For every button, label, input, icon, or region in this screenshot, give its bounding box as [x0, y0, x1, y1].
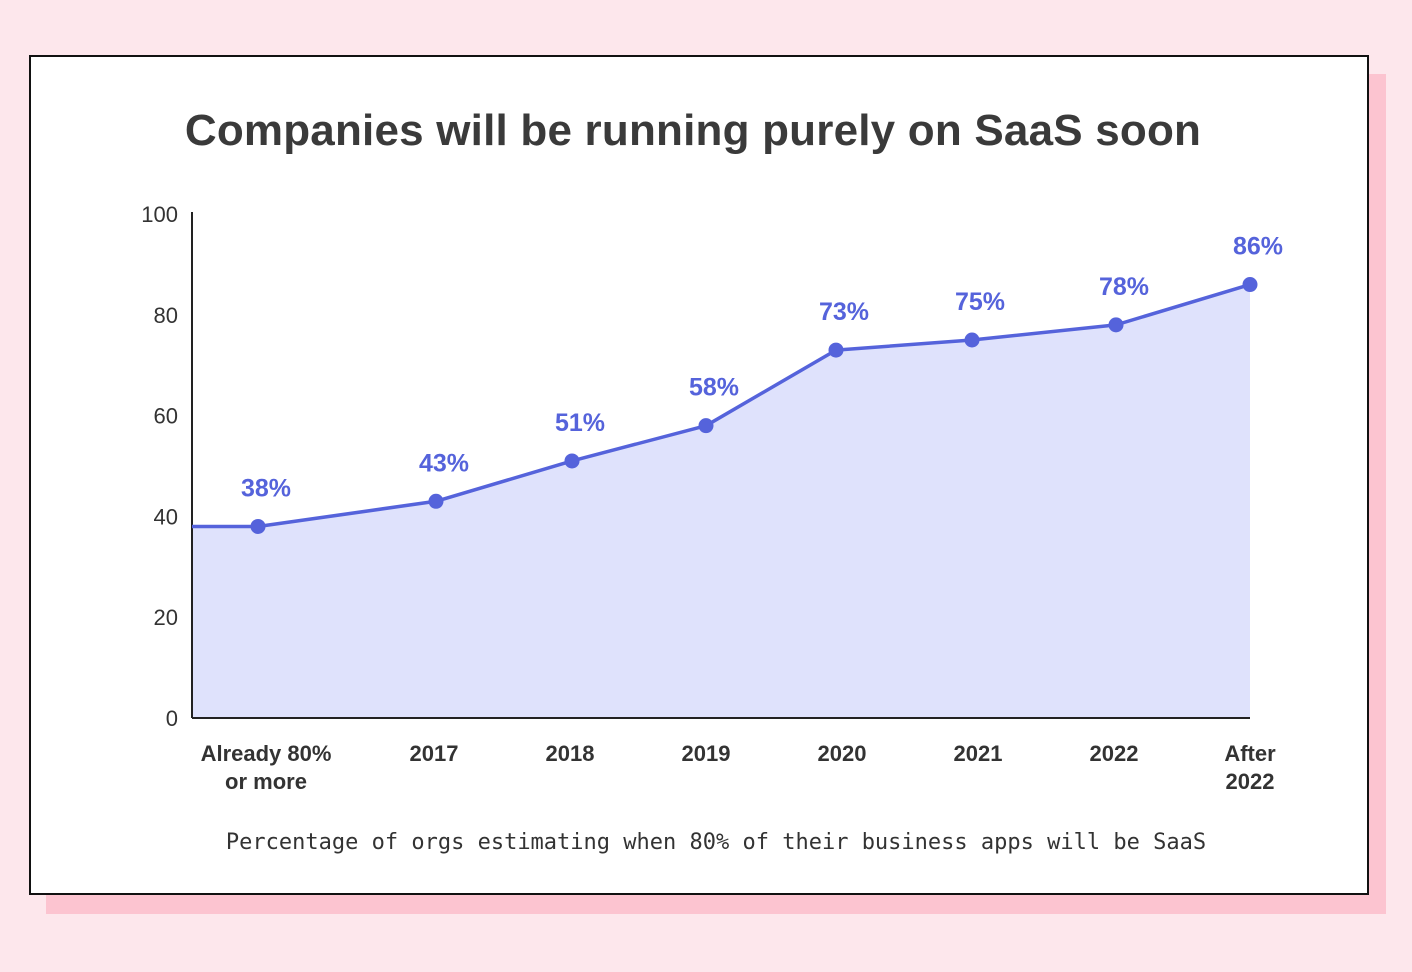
data-point: [698, 418, 714, 434]
data-point: [250, 518, 266, 534]
x-tick-label-line: After: [1224, 741, 1276, 766]
x-tick-label-line: Already 80%: [201, 741, 332, 766]
data-label: 51%: [555, 409, 605, 437]
x-tick-label: 2018: [546, 741, 595, 766]
x-tick-label: 2019: [682, 741, 731, 766]
area-fill: [192, 284, 1250, 718]
data-label: 73%: [819, 298, 869, 326]
x-tick-label-line: or more: [225, 769, 307, 794]
data-point: [428, 493, 444, 509]
x-tick-label-line: 2018: [546, 741, 595, 766]
x-tick-label-line: 2019: [682, 741, 731, 766]
y-tick-label: 80: [154, 303, 178, 328]
data-label: 43%: [419, 449, 469, 477]
y-tick-label: 60: [154, 404, 178, 429]
x-tick-label-line: 2022: [1090, 741, 1139, 766]
y-tick-label: 40: [154, 504, 178, 529]
x-tick-label: 2021: [954, 741, 1003, 766]
x-tick-label: 2020: [818, 741, 867, 766]
x-tick-label-line: 2020: [818, 741, 867, 766]
x-tick-label-line: 2021: [954, 741, 1003, 766]
x-tick-label-line: 2017: [410, 741, 459, 766]
data-point: [564, 453, 580, 469]
y-tick-label: 0: [166, 706, 178, 731]
chart-caption: Percentage of orgs estimating when 80% o…: [225, 830, 1207, 855]
x-tick-label: Already 80% or more: [201, 741, 332, 794]
data-label: 58%: [689, 374, 739, 402]
data-point: [964, 332, 980, 348]
chart-title: Companies will be running purely on SaaS…: [184, 106, 1202, 155]
y-tick-label: 100: [141, 202, 178, 227]
data-point: [828, 342, 844, 358]
x-tick-label: After 2022: [1224, 741, 1276, 794]
x-tick-label: 2017: [410, 741, 459, 766]
x-tick-label-line: 2022: [1226, 769, 1275, 794]
data-label: 86%: [1233, 233, 1283, 261]
y-tick-label: 20: [154, 605, 178, 630]
data-label: 78%: [1099, 273, 1149, 301]
data-label: 38%: [241, 474, 291, 502]
data-label: 75%: [955, 288, 1005, 316]
data-point: [1108, 317, 1124, 333]
data-point: [1242, 277, 1258, 293]
x-tick-label: 2022: [1090, 741, 1139, 766]
